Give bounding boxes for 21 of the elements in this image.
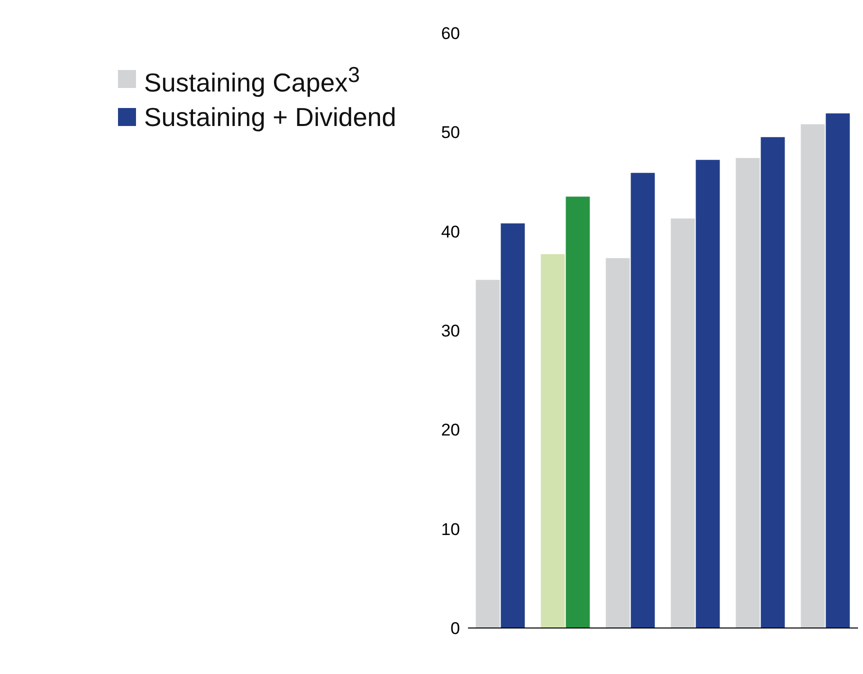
bar bbox=[566, 196, 590, 628]
y-tick-label: 30 bbox=[441, 322, 460, 341]
bar bbox=[736, 158, 760, 628]
bar bbox=[500, 223, 525, 628]
legend-label: Sustaining Capex$^{3}$ bbox=[144, 61, 360, 100]
legend-label: Sustaining + Dividend bbox=[144, 100, 396, 134]
bar bbox=[800, 124, 825, 628]
bar bbox=[826, 113, 850, 628]
bar bbox=[760, 137, 785, 628]
y-tick-label: 20 bbox=[441, 420, 460, 440]
y-tick-label: 60 bbox=[441, 24, 460, 44]
y-tick-label: 0 bbox=[450, 619, 460, 638]
bar bbox=[670, 218, 695, 628]
bar bbox=[540, 254, 565, 628]
y-tick-label: 50 bbox=[441, 123, 460, 142]
bar bbox=[696, 160, 720, 628]
y-tick-label: 40 bbox=[441, 222, 460, 242]
y-tick-label: 10 bbox=[441, 520, 460, 539]
bar bbox=[630, 172, 655, 628]
bar bbox=[606, 258, 630, 628]
bar bbox=[476, 280, 500, 628]
